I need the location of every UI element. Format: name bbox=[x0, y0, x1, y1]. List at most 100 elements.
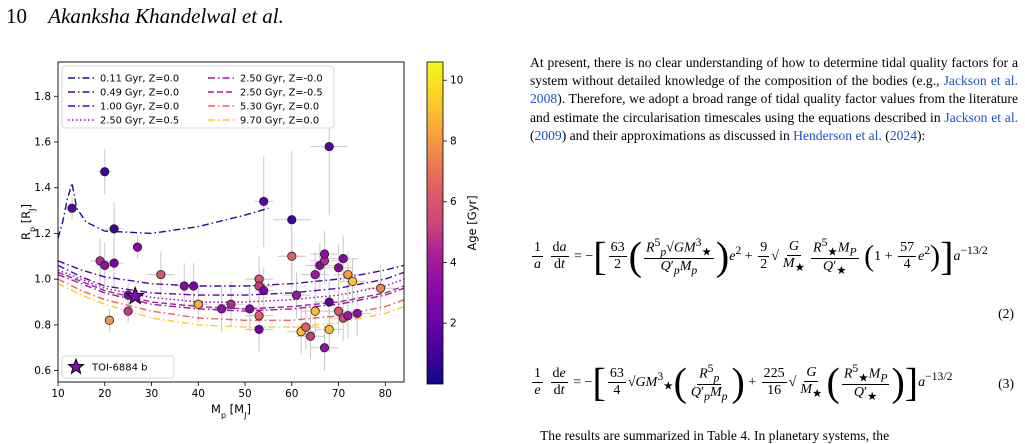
series-line-7 bbox=[58, 283, 404, 328]
colorbar-tick-label-1: 4 bbox=[450, 257, 457, 269]
data-point-45 bbox=[352, 308, 362, 319]
legend-label-5: 2.50 Gyr, Z=-0.5 bbox=[240, 88, 323, 99]
y-tick-label-6: 1.8 bbox=[34, 91, 51, 103]
data-point-0 bbox=[67, 203, 77, 213]
data-point-33 bbox=[319, 249, 330, 259]
bottom-text: The results are summarized in Table 4. I… bbox=[540, 428, 890, 443]
citation-jackson-2008[interactable]: Jackson et al. 2008 bbox=[530, 73, 1018, 107]
data-point-43 bbox=[343, 269, 353, 280]
y-tick-label-3: 1.2 bbox=[34, 228, 51, 240]
data-point-22 bbox=[259, 285, 269, 296]
data-point-1 bbox=[100, 167, 110, 177]
legend-label-7: 9.70 Gyr, Z=0.0 bbox=[240, 116, 319, 127]
data-point-35 bbox=[324, 297, 334, 307]
series-line-1 bbox=[58, 260, 404, 287]
series-line-2 bbox=[58, 264, 404, 296]
data-point-10 bbox=[156, 269, 166, 280]
series-line-5 bbox=[58, 271, 404, 310]
x-axis-label: Mp [MJ] bbox=[211, 402, 251, 420]
data-point-46 bbox=[376, 283, 386, 293]
mass-radius-figure: 10 20 30 40 50 60 70 80 0.6 0.8 1.0 1.2 1.4 1.6 1.8 Mp … bbox=[19, 61, 479, 420]
citation-jackson-2009[interactable]: Jackson et al. bbox=[944, 109, 1018, 125]
data-point-16 bbox=[245, 304, 255, 314]
legend-box bbox=[61, 65, 335, 129]
data-point-19 bbox=[254, 311, 264, 321]
star-legend-box bbox=[61, 355, 175, 379]
data-point-6 bbox=[100, 260, 110, 271]
series-line-4 bbox=[58, 273, 404, 312]
body-paragraph: At present, there is no clear understand… bbox=[530, 55, 1018, 143]
data-point-42 bbox=[343, 311, 353, 321]
colorbar-tick-label-0: 2 bbox=[450, 318, 457, 330]
x-tick-label-6: 70 bbox=[332, 388, 345, 400]
data-point-23 bbox=[287, 215, 297, 225]
x-tick-label-0: 10 bbox=[51, 388, 64, 400]
plot-frame bbox=[57, 61, 405, 383]
citation-henderson-2024[interactable]: Henderson et al. bbox=[793, 127, 882, 143]
x-tick-label-1: 20 bbox=[98, 388, 111, 400]
colorbar-tick-label-2: 6 bbox=[450, 196, 457, 208]
legend-label-3: 2.50 Gyr, Z=0.5 bbox=[100, 116, 179, 127]
toi-6884b-star bbox=[125, 286, 145, 305]
legend-label-1: 0.49 Gyr, Z=0.0 bbox=[100, 88, 179, 99]
running-authors: Akanksha Khandelwal et al. bbox=[48, 4, 284, 28]
y-tick-label-0: 0.6 bbox=[34, 365, 51, 377]
x-tick-label-3: 40 bbox=[192, 388, 205, 400]
series-line-3 bbox=[58, 269, 404, 303]
data-point-25 bbox=[291, 290, 302, 300]
data-point-40 bbox=[338, 253, 348, 264]
data-point-39 bbox=[333, 306, 344, 316]
colorbar-tick-label-4: 10 bbox=[450, 75, 463, 87]
data-point-12 bbox=[188, 281, 199, 291]
data-point-36 bbox=[324, 324, 334, 335]
data-point-21 bbox=[259, 196, 269, 207]
data-point-30 bbox=[310, 269, 320, 280]
data-point-15 bbox=[226, 299, 236, 309]
data-point-44 bbox=[347, 276, 358, 287]
data-point-20 bbox=[254, 324, 264, 335]
equation-3-number: (3) bbox=[998, 376, 1014, 391]
y-tick-label-1: 0.8 bbox=[34, 319, 51, 331]
legend-label-2: 1.00 Gyr, Z=0.0 bbox=[100, 102, 179, 113]
data-point-9 bbox=[123, 306, 133, 316]
y-tick-label-4: 1.4 bbox=[34, 182, 51, 194]
legend-label-4: 2.50 Gyr, Z=-0.0 bbox=[240, 74, 323, 85]
x-tick-label-7: 80 bbox=[379, 388, 392, 400]
plot-area bbox=[58, 78, 404, 371]
equation-2-number: (2) bbox=[998, 306, 1014, 321]
data-point-14 bbox=[217, 304, 227, 314]
citation-henderson-2024-year[interactable]: 2024 bbox=[889, 127, 917, 143]
series-line-0 bbox=[58, 182, 269, 239]
data-point-3 bbox=[109, 258, 119, 268]
data-point-11 bbox=[179, 281, 189, 291]
y-tick-label-2: 1.0 bbox=[34, 274, 51, 286]
data-point-4 bbox=[132, 242, 143, 252]
data-point-38 bbox=[333, 263, 344, 273]
citation-jackson-2009-year[interactable]: 2009 bbox=[534, 127, 562, 143]
data-point-24 bbox=[287, 251, 297, 261]
data-point-27 bbox=[301, 322, 311, 332]
data-point-37 bbox=[319, 343, 330, 353]
legend-label-0: 0.11 Gyr, Z=0.0 bbox=[100, 74, 179, 85]
legend-label-6: 5.30 Gyr, Z=0.0 bbox=[240, 102, 319, 113]
series-line-6 bbox=[58, 278, 404, 321]
star-legend-icon bbox=[67, 357, 85, 375]
data-point-34 bbox=[324, 141, 334, 152]
data-point-2 bbox=[109, 224, 119, 234]
legend: 0.11 Gyr, Z=0.0 0.49 Gyr, Z=0.0 1.00 Gyr, … bbox=[61, 65, 335, 129]
data-point-13 bbox=[193, 299, 203, 309]
colorbar-label: Age [Gyr] bbox=[465, 195, 479, 250]
colorbar-tick-label-3: 8 bbox=[450, 135, 457, 147]
x-tick-label-4: 50 bbox=[238, 388, 251, 400]
star-legend-label: TOI-6884 b bbox=[91, 363, 148, 374]
data-point-29 bbox=[310, 306, 320, 316]
data-point-8 bbox=[104, 315, 115, 325]
page-number: 10 bbox=[6, 4, 27, 28]
x-tick-label-2: 30 bbox=[145, 388, 158, 400]
x-tick-label-5: 60 bbox=[285, 388, 298, 400]
page-header: 10 Akanksha Khandelwal et al. bbox=[6, 4, 284, 29]
colorbar bbox=[426, 61, 444, 385]
data-point-28 bbox=[305, 331, 316, 341]
